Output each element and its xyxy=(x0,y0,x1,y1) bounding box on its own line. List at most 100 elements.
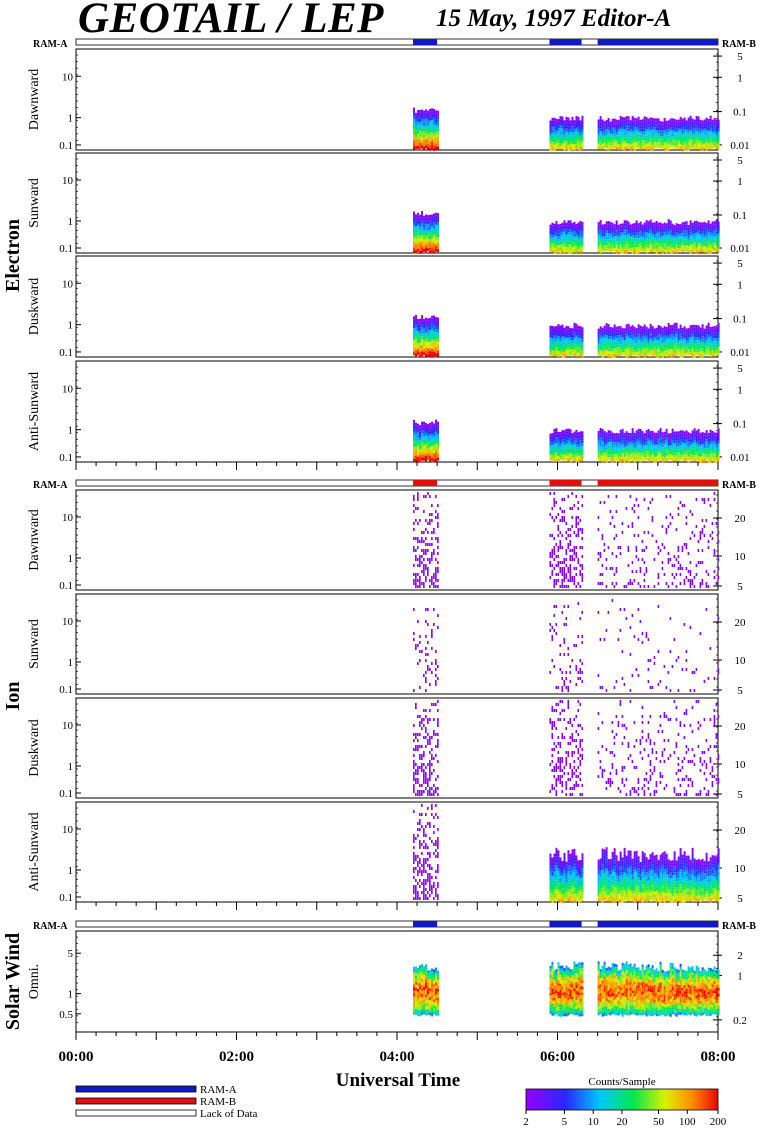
chart-subtitle: 15 May, 1997 Editor-A xyxy=(436,5,672,32)
data-cell xyxy=(651,337,654,341)
data-cell xyxy=(549,123,552,127)
data-cell xyxy=(699,249,702,253)
data-cell xyxy=(423,334,426,338)
data-cell xyxy=(605,447,608,451)
data-cell xyxy=(425,136,428,140)
data-cell xyxy=(649,686,652,689)
data-cell xyxy=(423,457,426,461)
data-cell xyxy=(685,233,688,237)
data-cell xyxy=(413,334,416,338)
data-cell xyxy=(717,233,720,237)
data-cell xyxy=(699,327,702,331)
data-cell xyxy=(571,337,574,341)
data-cell xyxy=(643,351,646,355)
data-cell xyxy=(581,546,584,549)
data-cell xyxy=(601,125,604,129)
data-cell xyxy=(631,434,634,438)
data-cell xyxy=(559,437,562,441)
data-cell xyxy=(627,441,630,445)
data-cell xyxy=(653,127,656,131)
data-cell xyxy=(423,242,426,246)
data-cell xyxy=(707,232,710,236)
data-cell xyxy=(437,454,440,458)
data-cell xyxy=(659,431,662,435)
data-cell xyxy=(565,677,568,680)
data-cell xyxy=(601,573,604,576)
data-cell xyxy=(661,327,664,331)
data-cell xyxy=(665,434,668,438)
data-cell xyxy=(705,570,708,573)
data-cell xyxy=(689,352,692,356)
data-cell xyxy=(561,225,564,229)
data-cell xyxy=(665,138,668,142)
data-cell xyxy=(563,345,566,349)
data-cell xyxy=(717,455,720,459)
data-cell xyxy=(425,226,428,230)
data-cell xyxy=(685,543,688,546)
data-cell xyxy=(415,422,418,426)
data-cell xyxy=(625,507,628,510)
data-cell xyxy=(701,324,704,328)
data-cell xyxy=(707,334,710,338)
data-cell xyxy=(699,128,702,132)
data-cell xyxy=(613,351,616,355)
data-cell xyxy=(677,443,680,447)
data-cell xyxy=(635,346,638,350)
data-cell xyxy=(421,445,424,449)
data-cell xyxy=(425,323,428,327)
data-cell xyxy=(423,245,426,249)
data-cell xyxy=(607,236,610,240)
data-cell xyxy=(431,111,434,115)
data-cell xyxy=(707,441,710,445)
data-cell xyxy=(633,338,636,342)
data-cell xyxy=(553,335,556,339)
data-cell xyxy=(717,689,720,692)
data-cell xyxy=(673,337,676,341)
data-cell xyxy=(605,450,608,454)
data-cell xyxy=(619,121,622,125)
data-cell xyxy=(419,519,421,522)
data-cell xyxy=(601,248,604,252)
data-cell xyxy=(413,131,416,135)
data-cell xyxy=(603,443,606,447)
data-cell xyxy=(635,334,638,338)
data-cell xyxy=(559,458,562,462)
data-cell xyxy=(679,330,682,334)
data-cell xyxy=(621,531,624,534)
data-cell xyxy=(561,671,564,674)
data-cell xyxy=(563,235,566,239)
data-cell xyxy=(623,441,626,445)
data-cell xyxy=(599,582,602,585)
data-cell xyxy=(555,241,558,245)
data-cell xyxy=(413,238,416,242)
data-cell xyxy=(429,425,432,429)
data-cell xyxy=(703,349,706,353)
data-cell xyxy=(613,127,616,131)
data-cell xyxy=(597,240,600,244)
data-cell xyxy=(599,552,602,555)
data-cell xyxy=(433,582,435,585)
data-cell xyxy=(691,127,694,131)
data-cell xyxy=(667,439,670,443)
data-cell xyxy=(571,234,574,238)
data-cell xyxy=(629,227,632,231)
data-cell xyxy=(629,341,632,345)
data-cell xyxy=(419,136,422,140)
data-cell xyxy=(675,352,678,356)
data-cell xyxy=(711,140,714,144)
data-cell xyxy=(661,342,664,346)
data-cell xyxy=(711,332,714,336)
data-cell xyxy=(687,224,690,228)
data-cell xyxy=(429,138,432,142)
data-cell xyxy=(695,430,698,434)
data-cell xyxy=(625,431,628,435)
data-cell xyxy=(551,225,554,229)
data-cell xyxy=(659,332,662,336)
data-cell xyxy=(613,537,616,540)
left-tick-label: 0.1 xyxy=(59,347,73,359)
data-cell xyxy=(563,250,566,254)
data-cell xyxy=(661,232,664,236)
data-cell xyxy=(435,332,438,336)
data-cell xyxy=(569,558,572,561)
data-cell xyxy=(617,326,620,330)
